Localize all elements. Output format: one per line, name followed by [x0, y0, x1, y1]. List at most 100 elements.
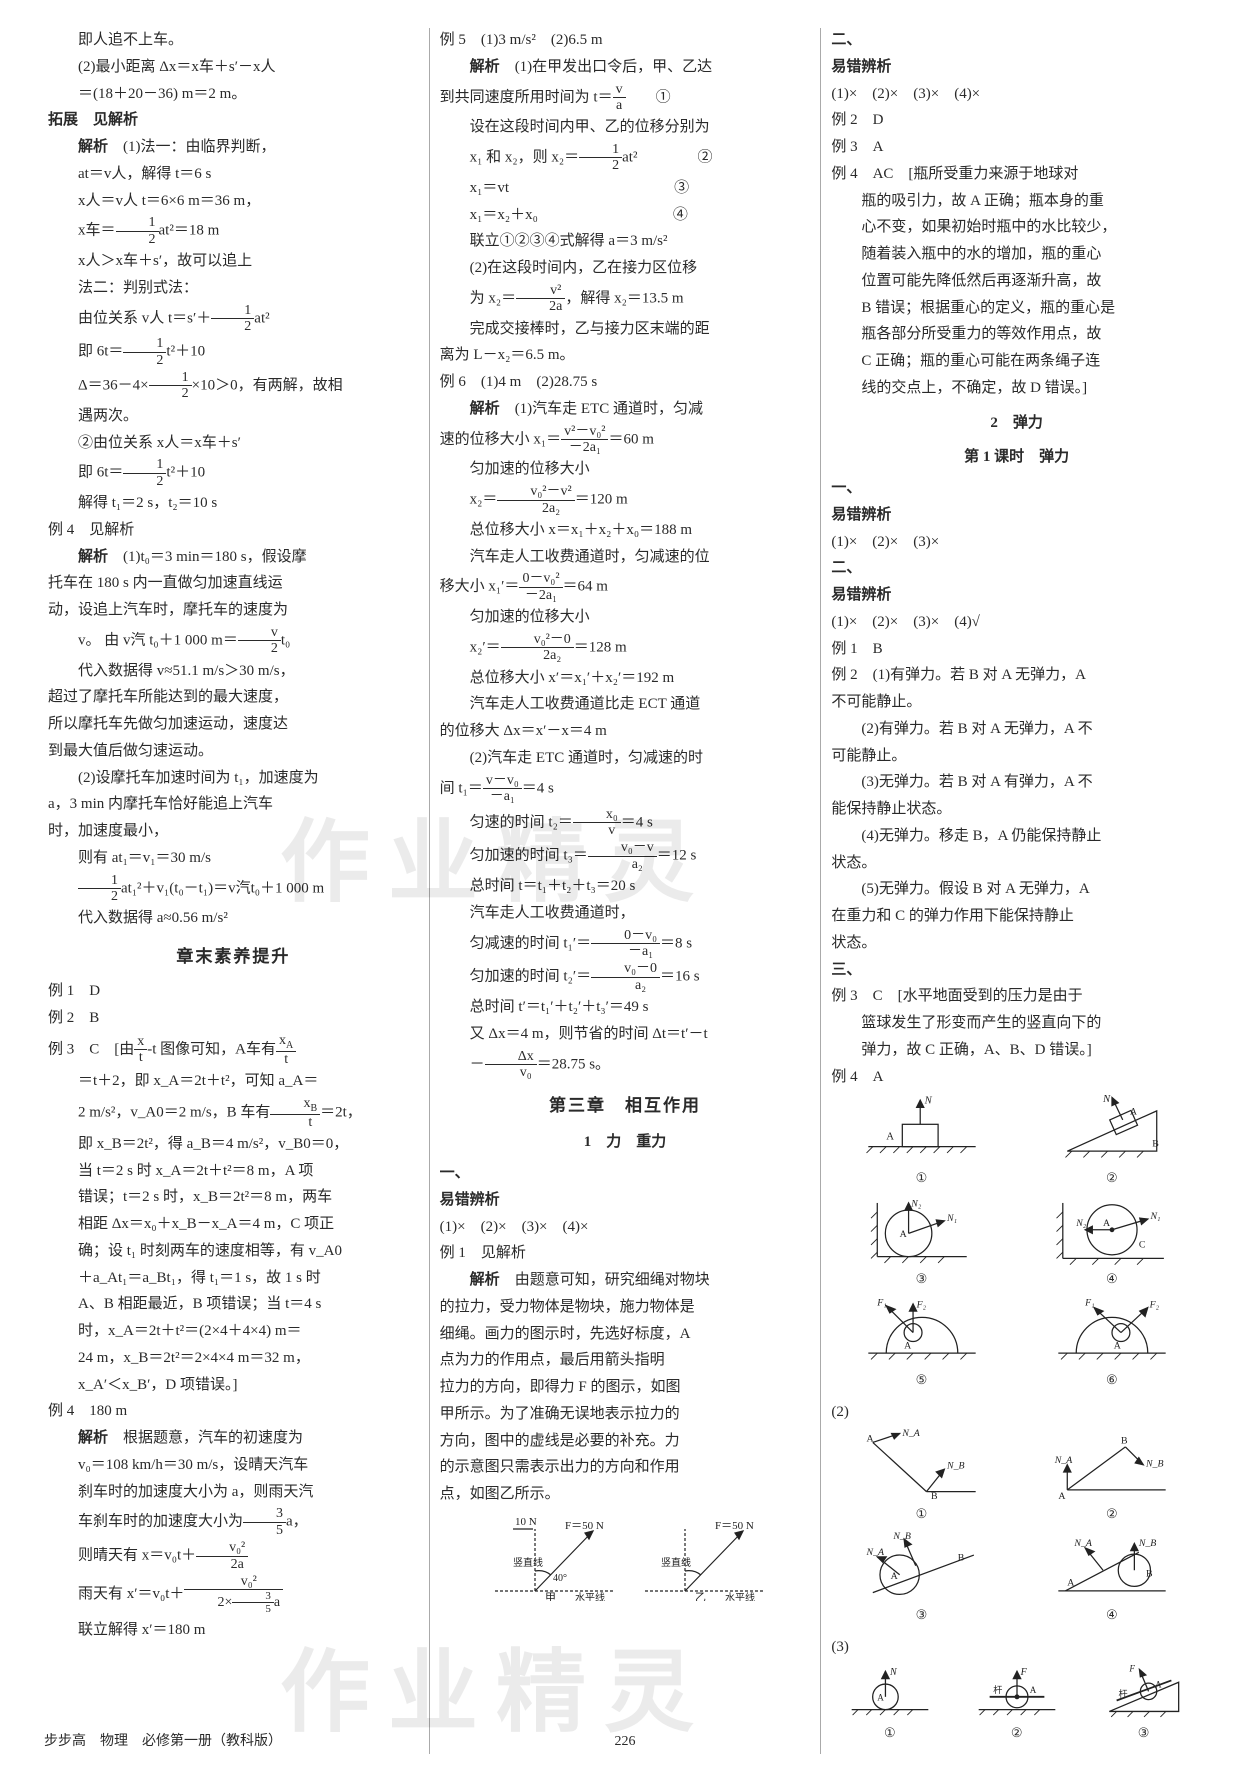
svg-text:竖直线: 竖直线 [513, 1556, 543, 1569]
text-line: 弹力，故 C 正确，A、B、D 错误。] [831, 1038, 1202, 1063]
svg-text:B: B [930, 1491, 937, 1501]
svg-text:N_A: N_A [1054, 1455, 1073, 1466]
sec-label: 三、 [831, 958, 1202, 983]
text-line: 到最大值后做匀速运动。 [48, 739, 419, 764]
diagram-2-2: B N_B A N_A ② [1034, 1429, 1189, 1524]
text-line: 匀速的时间 t₂＝x₀v＝4 s [440, 807, 811, 839]
diagram-set-1: A N ① N A B ② [831, 1093, 1202, 1390]
text-line: 汽车走人工收费通道时， [440, 901, 811, 926]
text-line: 例 4 A [831, 1065, 1202, 1090]
svg-text:N_B: N_B [1145, 1459, 1163, 1470]
text-line: x₁＝vt ③ [440, 176, 811, 201]
text-line: 离为 L－x₂＝6.5 m。 [440, 343, 811, 368]
text-line: 的拉力，受力物体是物块，施力物体是 [440, 1295, 811, 1320]
svg-text:A: A [1103, 1218, 1111, 1229]
text-line: 总位移大小 x＝x₁＋x₂＋x₀＝188 m [440, 518, 811, 543]
svg-text:甲: 甲 [545, 1592, 556, 1601]
page-number: 226 [0, 1730, 1250, 1753]
text-line: 汽车走人工收费通道时，匀减速的位 [440, 545, 811, 570]
text-line: 确；设 t₁ 时刻两车的速度相等，有 v_A0 [48, 1239, 419, 1264]
text-line: (2)设摩托车加速时间为 t₁，加速度为 [48, 766, 419, 791]
text-line: 例 1 B [831, 637, 1202, 662]
svg-text:A: A [886, 1131, 894, 1143]
text-line: 2 m/s²，v_A0＝2 m/s，B 车有xBt＝2t， [48, 1096, 419, 1130]
svg-text:N_B: N_B [946, 1460, 964, 1471]
text-line: x₁ 和 x₂，则 x₂＝12at² ② [440, 142, 811, 174]
text-line: (2)在这段时间内，乙在接力区位移 [440, 256, 811, 281]
text-line: x车＝12at²＝18 m [48, 215, 419, 247]
text-line: (1)× (2)× (3)× (4)√ [831, 610, 1202, 635]
text-line: ②由位关系 x人＝x车＋s′ [48, 431, 419, 456]
text-line: －Δxv₀＝28.75 s。 [440, 1049, 811, 1081]
text-line: 超过了摩托车所能达到的最大速度， [48, 685, 419, 710]
svg-text:N: N [889, 1667, 898, 1678]
text-line: v。 由 v汽 t₀＋1 000 m＝v2t₀ [48, 625, 419, 657]
text-line: x人＝v人 t＝6×6 m＝36 m， [48, 189, 419, 214]
text-line: 在重力和 C 的弹力作用下能保持静止 [831, 904, 1202, 929]
text-line: 例 4 AC [瓶所受重力来源于地球对 [831, 162, 1202, 187]
svg-text:杆: 杆 [993, 1684, 1002, 1695]
text-line: 24 m，x_B＝2t²＝2×4×4 m＝32 m， [48, 1346, 419, 1371]
diagram-2-4: A N_A N_B B ④ [1034, 1530, 1189, 1625]
text-line: 匀加速的位移大小 [440, 457, 811, 482]
text-line: 细绳。画力的图示时，先选好标度，A [440, 1322, 811, 1347]
text-line: 解析 (1)法一：由临界判断， [48, 135, 419, 160]
text-line: (2)最小距离 Δx＝x车＋s′－x人 [48, 55, 419, 80]
text-line: 的位移大 Δx＝x′－x＝4 m [440, 719, 811, 744]
svg-text:N₂: N₂ [1075, 1218, 1087, 1229]
label: 拓展 见解析 [48, 112, 138, 128]
text-line: 托车在 180 s 内一直做匀加速直线运 [48, 571, 419, 596]
text-line: 匀减速的时间 t₁′＝0－v₀－a₁＝8 s [440, 928, 811, 960]
text-line: 总时间 t＝t₁＋t₂＋t₃＝20 s [440, 874, 811, 899]
text-line: 能保持静止状态。 [831, 797, 1202, 822]
text-line: 例 6 (1)4 m (2)28.75 s [440, 370, 811, 395]
text-line: (5)无弹力。假设 B 对 A 无弹力，A [831, 877, 1202, 902]
svg-text:A: A [899, 1229, 907, 1240]
text-line: 遇两次。 [48, 404, 419, 429]
text-line: 总位移大小 x′＝x₁′＋x₂′＝192 m [440, 666, 811, 691]
diagram-5: F₁ F₂ A ⑤ [844, 1295, 999, 1390]
subsection-heading: 第 1 课时 弹力 [831, 445, 1202, 470]
page-columns: 即人追不上车。 (2)最小距离 Δx＝x车＋s′－x人 ＝(18＋20－36) … [38, 28, 1212, 1754]
text-line: 例 2 D [831, 108, 1202, 133]
column-1: 即人追不上车。 (2)最小距离 Δx＝x车＋s′－x人 ＝(18＋20－36) … [38, 28, 429, 1754]
svg-text:F₁: F₁ [1084, 1298, 1094, 1309]
svg-text:F＝50 N: F＝50 N [715, 1520, 754, 1532]
svg-text:A: A [866, 1434, 874, 1445]
text-line: x₂＝v₀²－v²2a₂＝120 m [440, 484, 811, 516]
sec-label: 二、 [831, 556, 1202, 581]
text-line: 速的位移大小 x₁＝v²－v₀²－2a₁＝60 m [440, 424, 811, 456]
text-line: 例 4 180 m [48, 1399, 419, 1424]
text-line: 瓶各部分所受重力的等效作用点，故 [831, 322, 1202, 347]
text-line: v₀＝108 km/h＝30 m/s，设晴天汽车 [48, 1453, 419, 1478]
text-line: 例 2 B [48, 1006, 419, 1031]
text-line: 解析 由题意可知，研究细绳对物块 [440, 1268, 811, 1293]
text-line: 又 Δx＝4 m，则节省的时间 Δt＝t′－t [440, 1022, 811, 1047]
text-line: 例 1 见解析 [440, 1241, 811, 1266]
text-line: B 错误；根据重心的定义，瓶的重心是 [831, 296, 1202, 321]
section-heading: 2 弹力 [831, 411, 1202, 436]
sec-label: 一、 [440, 1161, 811, 1186]
text-line: 刹车时的加速度大小为 a，则雨天汽 [48, 1480, 419, 1505]
text-line: (1)× (2)× (3)× (4)× [831, 82, 1202, 107]
text-line: 汽车走人工收费通道比走 ECT 通道 [440, 692, 811, 717]
text-line: 即 6t＝12t²＋10 [48, 457, 419, 489]
text-line: 随着装入瓶中的水的增加，瓶的重心 [831, 242, 1202, 267]
text-line: 动，设追上汽车时，摩托车的速度为 [48, 598, 419, 623]
svg-text:F: F [1128, 1664, 1135, 1673]
text-line: 甲所示。为了准确无误地表示拉力的 [440, 1402, 811, 1427]
svg-text:A: A [904, 1341, 912, 1352]
svg-text:N: N [1102, 1093, 1111, 1105]
text-line: 例 3 A [831, 135, 1202, 160]
text-line: 匀加速的时间 t₃＝v₀－va₂＝12 s [440, 840, 811, 872]
svg-text:F＝50 N: F＝50 N [565, 1520, 604, 1532]
text-line: 拉力的方向，即得力 F 的图示，如图 [440, 1375, 811, 1400]
diagram-2-1: A N_A B N_B ① [844, 1429, 999, 1524]
text-line: x₂′＝v₀²－02a₂＝128 m [440, 632, 811, 664]
text-line: ＋a_At₁＝a_Bt₁，得 t₁＝1 s，故 1 s 时 [48, 1266, 419, 1291]
svg-text:水平线: 水平线 [575, 1591, 605, 1601]
text-line: 即 x_B＝2t²，得 a_B＝4 m/s²，v_B0＝0， [48, 1132, 419, 1157]
text-line: 法二：判别式法： [48, 276, 419, 301]
text-line: 例 3 C [水平地面受到的压力是由于 [831, 984, 1202, 1009]
group-label: (2) [831, 1400, 1202, 1425]
